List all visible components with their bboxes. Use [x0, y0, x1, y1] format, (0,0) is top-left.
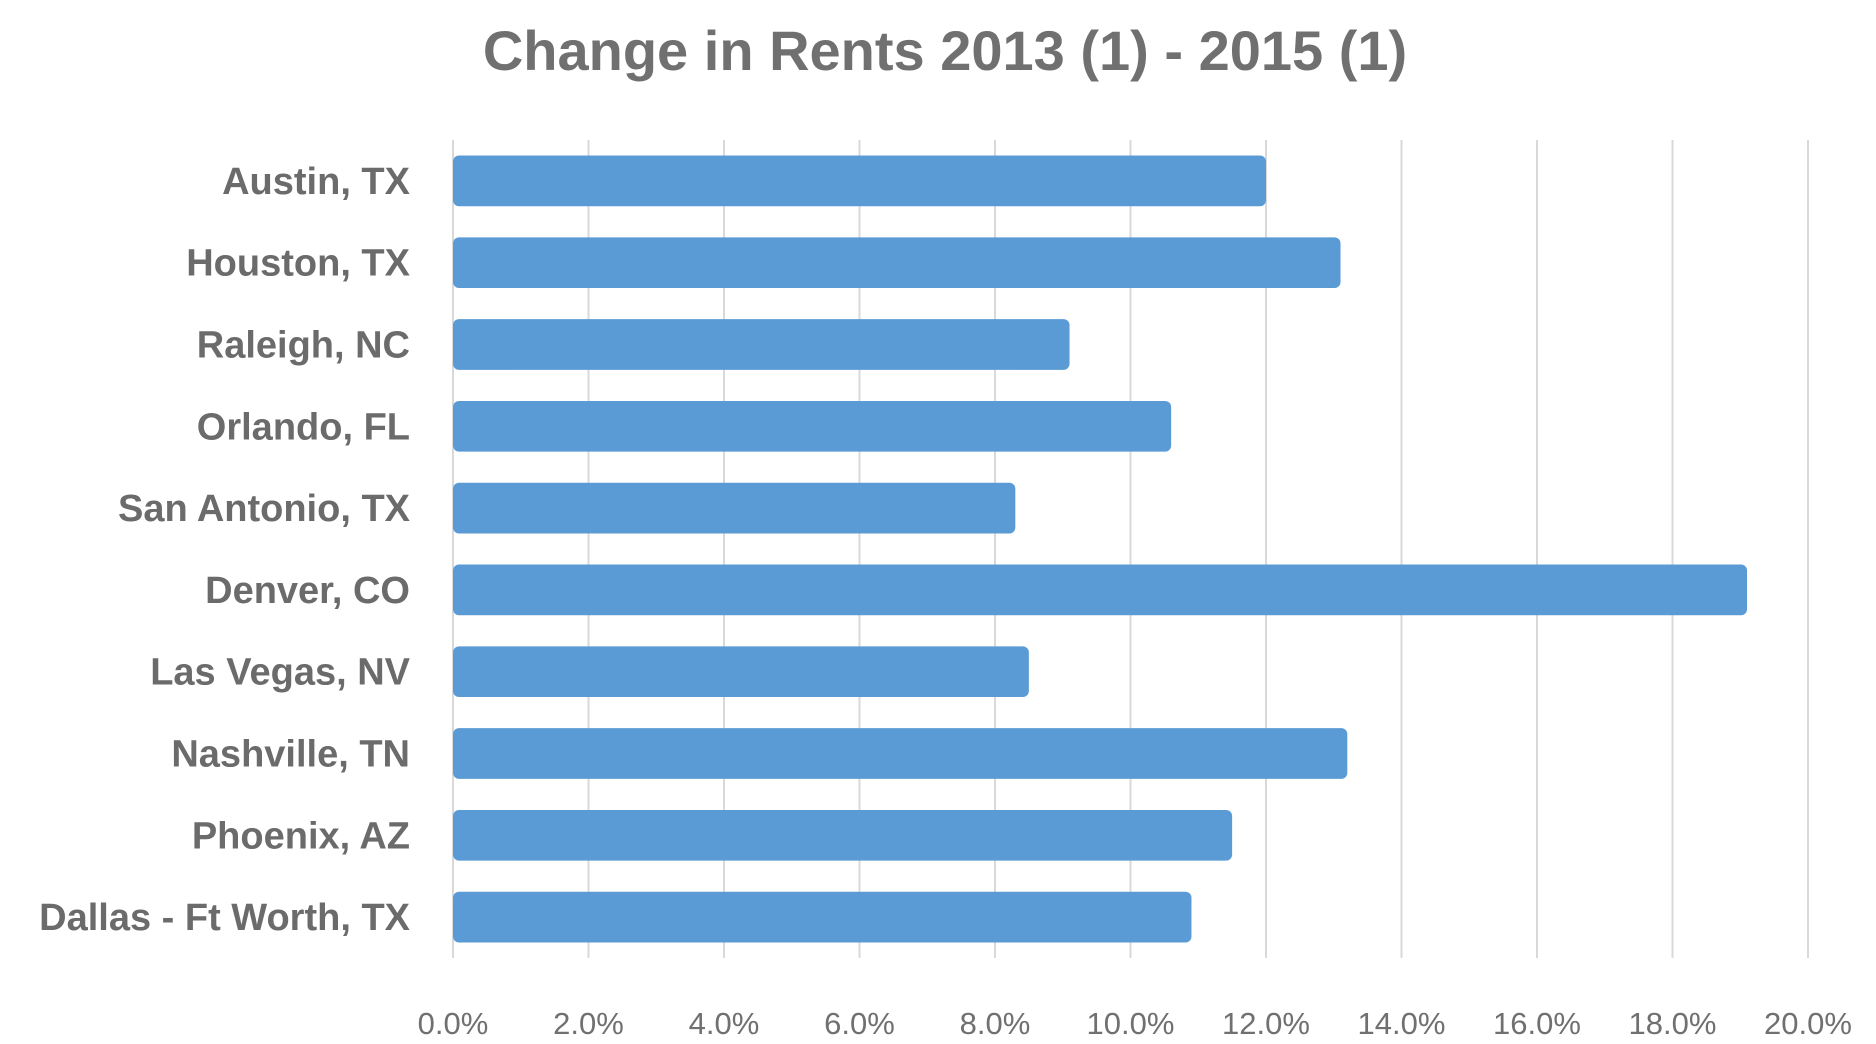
- bar: [453, 482, 1016, 534]
- category-label: Nashville, TN: [171, 734, 410, 776]
- x-tick-label: 18.0%: [1629, 1006, 1717, 1041]
- bar: [453, 646, 1029, 698]
- bar: [453, 155, 1266, 207]
- category-label: Dallas - Ft Worth, TX: [39, 897, 411, 939]
- category-label: Las Vegas, NV: [150, 652, 410, 694]
- bar: [453, 564, 1748, 616]
- bars: [453, 155, 1748, 943]
- category-label: Orlando, FL: [197, 406, 410, 448]
- category-label: Houston, TX: [186, 243, 410, 285]
- chart-title: Change in Rents 2013 (1) - 2015 (1): [483, 19, 1407, 82]
- category-label: Austin, TX: [222, 161, 411, 203]
- bar: [453, 237, 1341, 289]
- category-labels: Austin, TX Houston, TX Raleigh, NC Orlando,…: [39, 161, 411, 939]
- tick-labels: 0.0% 2.0% 4.0% 6.0% 8.0% 10.0% 12.0% 14.0% 16.0%…: [418, 1006, 1852, 1041]
- x-tick-label: 14.0%: [1358, 1006, 1446, 1041]
- x-tick-label: 12.0%: [1222, 1006, 1310, 1041]
- x-tick-label: 6.0%: [824, 1006, 895, 1041]
- x-tick-label: 8.0%: [960, 1006, 1031, 1041]
- bar: [453, 809, 1233, 861]
- bar: [453, 319, 1070, 370]
- x-tick-label: 0.0%: [418, 1006, 489, 1041]
- x-tick-label: 10.0%: [1087, 1006, 1175, 1041]
- x-tick-label: 4.0%: [689, 1006, 760, 1041]
- category-label: Phoenix, AZ: [192, 815, 410, 857]
- bar: [453, 728, 1348, 779]
- x-tick-label: 20.0%: [1764, 1006, 1852, 1041]
- bar: [453, 891, 1192, 943]
- category-label: San Antonio, TX: [118, 488, 411, 530]
- category-label: Denver, CO: [205, 570, 410, 612]
- x-tick-label: 2.0%: [553, 1006, 624, 1041]
- category-label: Raleigh, NC: [197, 325, 410, 367]
- bar: [453, 400, 1172, 452]
- x-tick-label: 16.0%: [1493, 1006, 1581, 1041]
